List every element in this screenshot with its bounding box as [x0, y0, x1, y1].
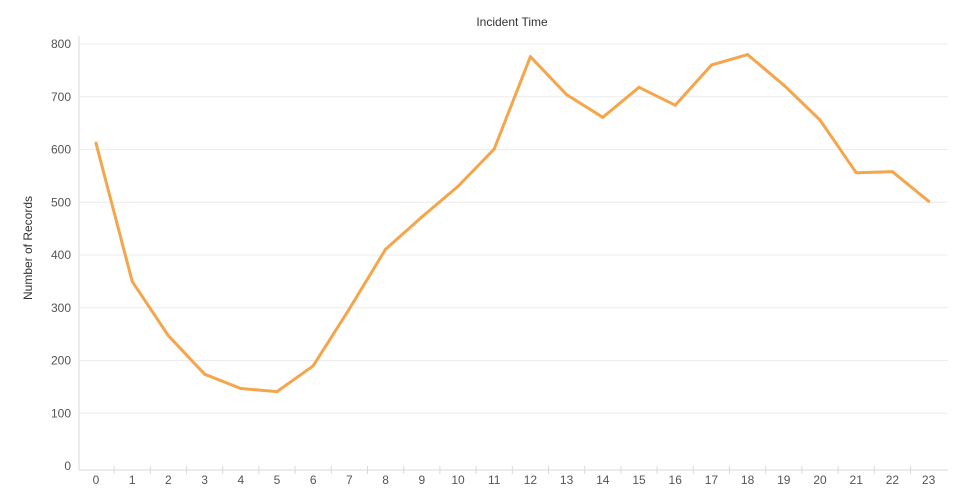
- data-point: [746, 53, 750, 57]
- x-tick-label: 1: [129, 473, 136, 487]
- data-point: [565, 93, 569, 97]
- x-tick-label: 18: [741, 473, 755, 487]
- y-tick-label: 700: [51, 90, 71, 104]
- x-tick-label: 7: [346, 473, 353, 487]
- x-tick-label: 5: [274, 473, 281, 487]
- x-tick-label: 3: [201, 473, 208, 487]
- y-tick-label: 600: [51, 143, 71, 157]
- data-point: [492, 147, 496, 151]
- y-tick-label: 0: [64, 459, 71, 473]
- x-tick-label: 23: [922, 473, 936, 487]
- y-tick-label: 400: [51, 248, 71, 262]
- x-tick-label: 2: [165, 473, 172, 487]
- data-point: [528, 55, 532, 59]
- data-point: [420, 215, 424, 219]
- data-point: [709, 63, 713, 67]
- y-axis-ticks: 0 100 200 300 400 500 600 700 800: [51, 37, 71, 473]
- data-point: [456, 184, 460, 188]
- chart-title: Incident Time: [476, 15, 548, 29]
- data-point: [347, 307, 351, 311]
- x-tick-label: 19: [777, 473, 791, 487]
- x-tick-label: 4: [237, 473, 244, 487]
- series-layer: [94, 53, 931, 394]
- y-tick-label: 200: [51, 354, 71, 368]
- x-tick-label: 6: [310, 473, 317, 487]
- x-tick-label: 20: [813, 473, 827, 487]
- data-point: [854, 171, 858, 175]
- data-point: [782, 83, 786, 87]
- x-tick-label: 10: [451, 473, 465, 487]
- data-point: [130, 279, 134, 283]
- y-tick-label: 800: [51, 37, 71, 51]
- x-tick-label: 22: [886, 473, 900, 487]
- y-tick-label: 100: [51, 406, 71, 420]
- x-tick-label: 13: [560, 473, 574, 487]
- data-point: [166, 334, 170, 338]
- data-point: [239, 386, 243, 390]
- data-point: [384, 247, 388, 251]
- data-point: [311, 364, 315, 368]
- data-point: [275, 390, 279, 394]
- gridlines: [78, 36, 948, 470]
- data-point: [673, 103, 677, 107]
- x-tick-label: 0: [93, 473, 100, 487]
- y-axis-label: Number of Records: [21, 196, 35, 300]
- x-tick-label: 15: [632, 473, 646, 487]
- data-point: [601, 115, 605, 119]
- x-tick-label: 17: [705, 473, 719, 487]
- x-tick-label: 14: [596, 473, 610, 487]
- x-tick-label: 8: [382, 473, 389, 487]
- y-tick-label: 300: [51, 301, 71, 315]
- data-point: [927, 199, 931, 203]
- data-point: [94, 141, 98, 145]
- x-tick-label: 21: [850, 473, 864, 487]
- series-line: [94, 53, 931, 394]
- data-point: [890, 170, 894, 174]
- x-tick-label: 12: [524, 473, 538, 487]
- data-point: [637, 85, 641, 89]
- x-tick-label: 16: [669, 473, 683, 487]
- x-axis: 0 1 2 3 4 5 6 7 8 9 10 11 12 13 14 15 16 17 18 19 20 21 22 23: [79, 466, 948, 487]
- x-tick-label: 9: [418, 473, 425, 487]
- x-tick-label: 11: [488, 473, 501, 487]
- data-point: [203, 372, 207, 376]
- data-point: [818, 118, 822, 122]
- y-tick-label: 500: [51, 195, 71, 209]
